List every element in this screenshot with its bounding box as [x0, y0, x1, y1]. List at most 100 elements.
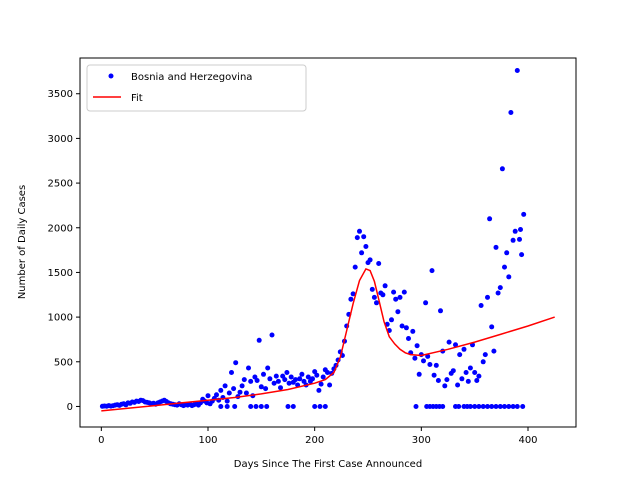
x-tick-label: 100 — [198, 435, 217, 446]
data-point — [352, 264, 358, 270]
data-point — [241, 377, 247, 383]
data-point — [393, 296, 399, 302]
data-point — [363, 244, 369, 249]
data-point — [261, 371, 266, 377]
data-point — [317, 404, 323, 409]
data-point — [299, 371, 305, 377]
data-point — [467, 404, 473, 409]
data-point — [463, 370, 469, 375]
data-point — [284, 370, 290, 375]
data-point — [433, 362, 439, 368]
legend-marker-points — [108, 73, 114, 79]
axis-ticks: 0 100 200 300 400 0 500 1000 1500 2000 2500 3000 350… — [48, 89, 538, 446]
legend-label-points: Bosnia and Herzegovina — [131, 72, 252, 83]
data-point — [474, 378, 480, 383]
data-point — [480, 404, 486, 409]
data-point — [273, 373, 279, 379]
data-point — [410, 328, 416, 334]
y-tick-label: 2000 — [48, 223, 73, 234]
data-point — [226, 390, 232, 396]
data-point — [391, 289, 397, 295]
data-point — [312, 404, 318, 409]
data-point — [389, 317, 394, 323]
data-point — [218, 387, 224, 393]
data-point — [224, 398, 230, 404]
data-point — [425, 353, 431, 359]
x-tick-label: 200 — [305, 435, 324, 446]
data-point — [248, 404, 254, 409]
data-point — [429, 268, 435, 274]
data-point — [401, 289, 407, 295]
data-point — [397, 294, 403, 300]
data-point — [263, 386, 269, 392]
data-point — [493, 404, 499, 409]
data-point — [275, 378, 281, 384]
data-point — [491, 348, 497, 354]
data-point — [414, 343, 420, 349]
y-tick-label: 3500 — [48, 89, 73, 100]
data-point — [506, 274, 512, 280]
data-point — [517, 236, 522, 242]
data-point — [518, 227, 523, 232]
data-point — [376, 261, 382, 266]
y-axis-label: Number of Daily Cases — [17, 185, 28, 299]
data-point — [256, 337, 262, 343]
data-point — [222, 383, 228, 389]
data-point — [423, 300, 429, 306]
data-point — [495, 290, 501, 296]
data-point — [476, 404, 482, 409]
data-point — [237, 389, 243, 395]
data-point — [499, 166, 505, 172]
data-point — [258, 384, 264, 390]
data-point — [350, 291, 356, 297]
y-tick-label: 1000 — [48, 313, 73, 324]
data-point — [265, 365, 271, 371]
data-point — [293, 377, 298, 383]
data-point — [497, 285, 503, 291]
data-point — [310, 376, 315, 382]
data-point — [472, 404, 478, 409]
data-point — [205, 393, 211, 399]
data-point — [510, 237, 516, 243]
data-point — [446, 339, 452, 345]
legend: Bosnia and Herzegovina Fit — [86, 64, 307, 112]
data-point — [232, 404, 238, 409]
y-tick-label: 3000 — [48, 134, 73, 145]
x-tick-label: 0 — [98, 435, 104, 446]
data-point — [444, 377, 450, 383]
data-point — [297, 376, 303, 382]
data-point — [248, 378, 254, 384]
data-point — [399, 323, 405, 329]
data-point — [472, 370, 478, 375]
fit-line — [101, 267, 555, 412]
data-point — [271, 380, 277, 386]
data-point — [286, 380, 292, 386]
plot-area — [99, 68, 555, 412]
data-point — [485, 404, 490, 409]
data-point — [406, 336, 411, 341]
data-point — [512, 228, 518, 234]
data-point — [267, 376, 273, 382]
data-point — [285, 404, 291, 409]
data-point — [457, 352, 463, 358]
data-point — [506, 404, 512, 409]
y-tick-label: 500 — [54, 357, 73, 368]
data-point — [246, 365, 251, 371]
data-point — [282, 377, 288, 383]
data-point — [367, 257, 373, 263]
data-point — [521, 211, 527, 217]
data-point — [254, 378, 260, 383]
x-tick-label: 300 — [412, 435, 431, 446]
data-point — [461, 346, 467, 352]
data-point — [487, 216, 493, 222]
data-point — [435, 378, 441, 383]
data-point — [290, 404, 296, 409]
x-tick-label: 400 — [518, 435, 537, 446]
legend-label-fit: Fit — [131, 93, 143, 104]
data-point — [361, 234, 367, 240]
y-tick-label: 0 — [67, 402, 73, 413]
data-point — [318, 381, 324, 387]
data-point — [497, 404, 503, 409]
data-point — [233, 360, 239, 366]
data-point — [467, 365, 473, 371]
